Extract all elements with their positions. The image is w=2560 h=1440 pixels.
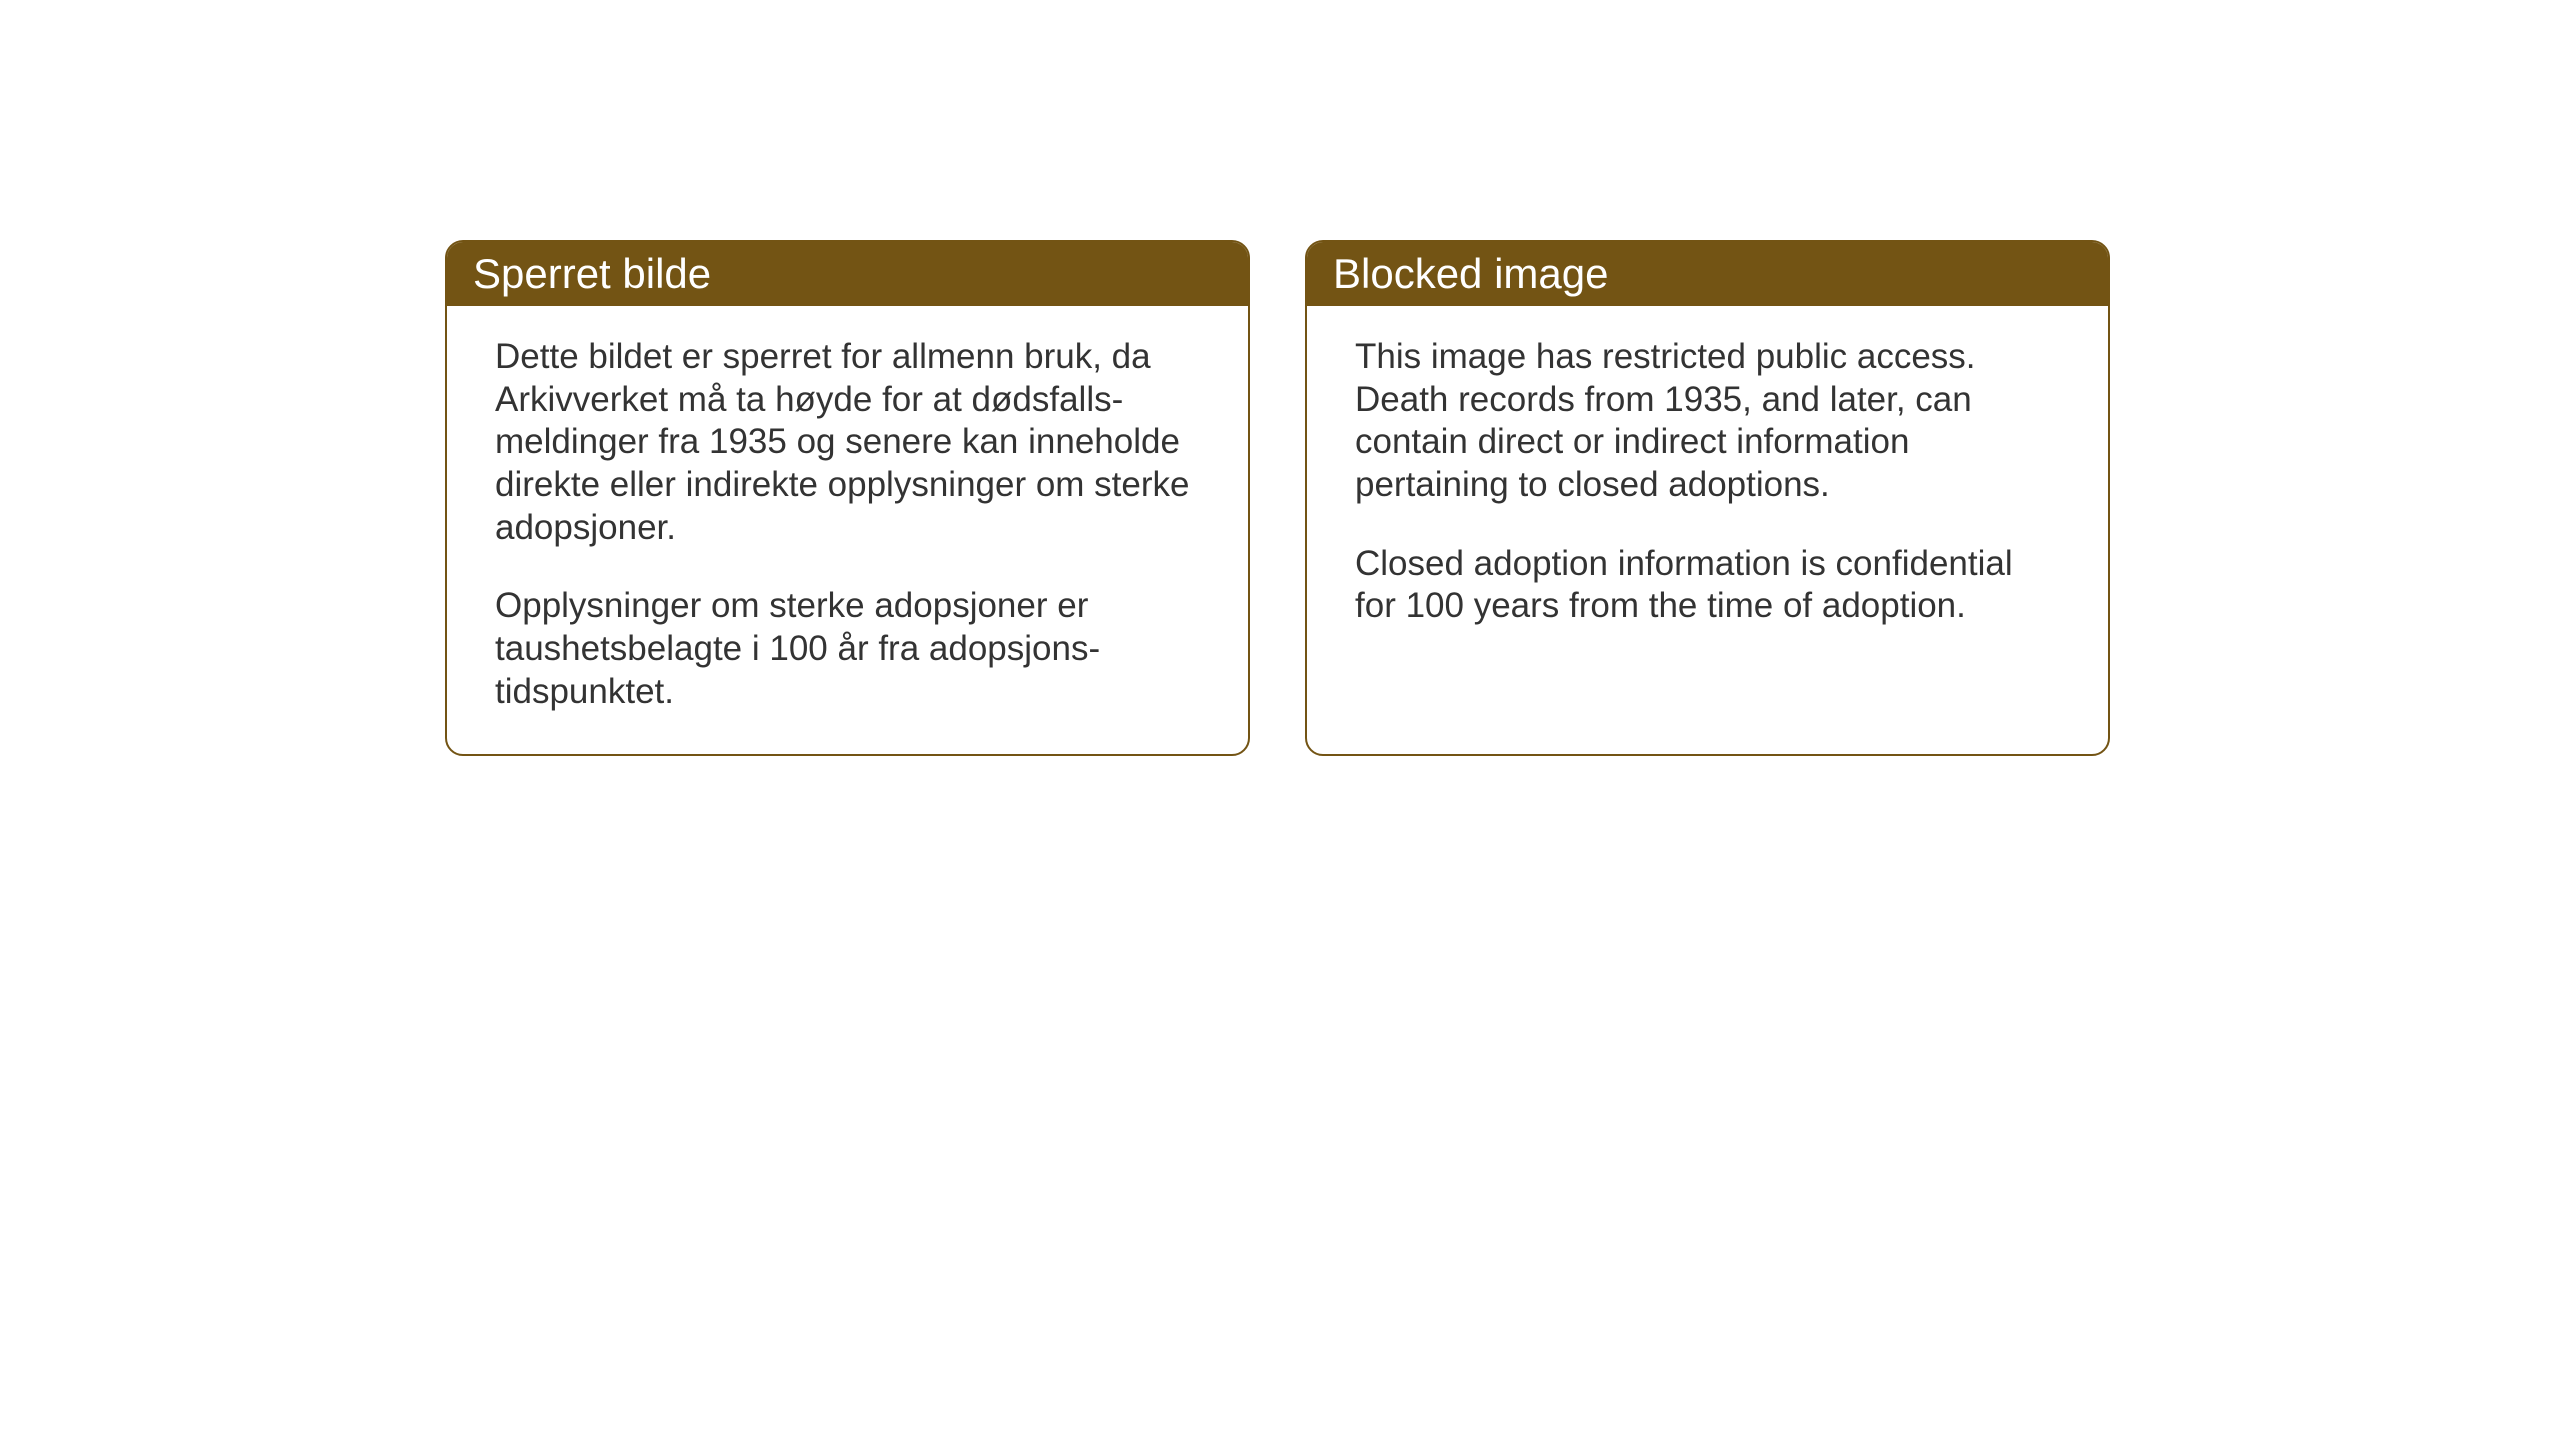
- english-panel-header: Blocked image: [1307, 242, 2108, 306]
- notice-container: Sperret bilde Dette bildet er sperret fo…: [445, 240, 2110, 756]
- english-panel-body: This image has restricted public access.…: [1307, 306, 2108, 736]
- english-panel: Blocked image This image has restricted …: [1305, 240, 2110, 756]
- norwegian-panel: Sperret bilde Dette bildet er sperret fo…: [445, 240, 1250, 756]
- norwegian-panel-body: Dette bildet er sperret for allmenn bruk…: [447, 306, 1248, 754]
- norwegian-panel-header: Sperret bilde: [447, 242, 1248, 306]
- norwegian-paragraph-1: Dette bildet er sperret for allmenn bruk…: [495, 336, 1200, 549]
- norwegian-paragraph-2: Opplysninger om sterke adopsjoner er tau…: [495, 585, 1200, 713]
- english-paragraph-1: This image has restricted public access.…: [1355, 336, 2060, 507]
- english-paragraph-2: Closed adoption information is confident…: [1355, 543, 2060, 628]
